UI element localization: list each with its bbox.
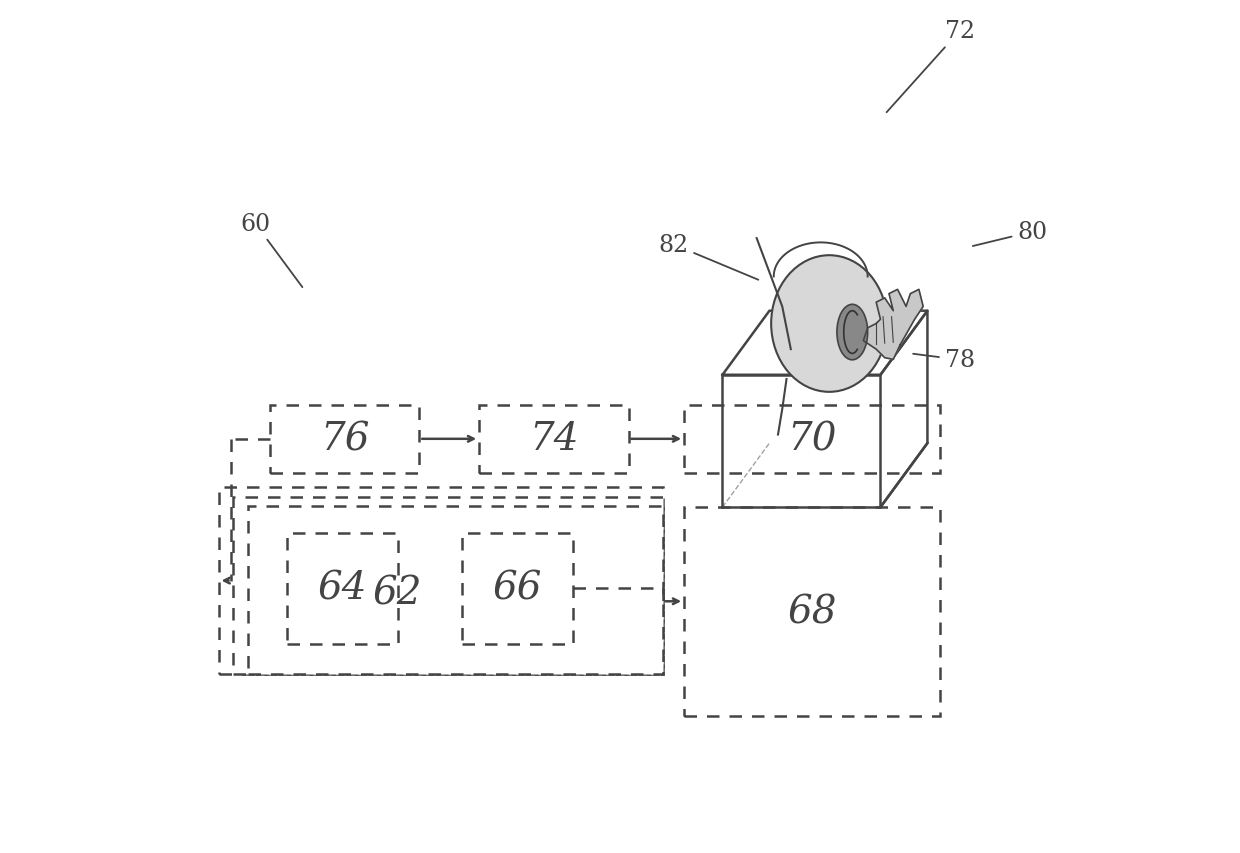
Ellipse shape — [837, 305, 868, 360]
Text: 62: 62 — [373, 574, 423, 612]
Bar — [286, 533, 398, 644]
Text: 80: 80 — [973, 221, 1048, 247]
Bar — [270, 405, 419, 473]
Ellipse shape — [771, 256, 888, 392]
Bar — [463, 533, 573, 644]
Text: 74: 74 — [529, 421, 579, 458]
Bar — [248, 507, 662, 674]
Text: 82: 82 — [658, 234, 759, 281]
Text: 76: 76 — [320, 421, 370, 458]
Bar — [479, 405, 629, 473]
Bar — [684, 508, 940, 717]
Text: 72: 72 — [887, 20, 975, 113]
Bar — [233, 497, 662, 674]
Bar — [684, 405, 940, 473]
Bar — [218, 488, 662, 674]
Text: 60: 60 — [241, 212, 303, 287]
Text: 66: 66 — [492, 570, 542, 607]
Text: 64: 64 — [317, 570, 367, 607]
Polygon shape — [863, 290, 923, 360]
Text: 68: 68 — [787, 594, 837, 630]
Text: 70: 70 — [787, 421, 837, 458]
Text: 78: 78 — [913, 349, 975, 372]
